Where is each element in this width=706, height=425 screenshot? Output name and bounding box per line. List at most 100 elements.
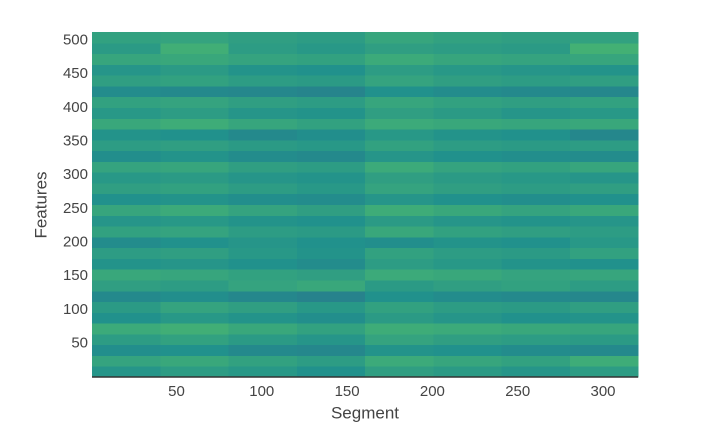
heatmap-cell (296, 323, 366, 335)
heatmap-cell (365, 129, 434, 141)
heatmap-cell (296, 301, 366, 313)
y-tick-label: 100 (63, 301, 88, 318)
heatmap-cell (569, 215, 639, 227)
heatmap-cell (501, 355, 571, 367)
heatmap-cell (160, 258, 229, 270)
heatmap-cell (569, 366, 639, 378)
heatmap-cell (296, 139, 366, 152)
heatmap-cell (501, 172, 571, 184)
heatmap-cell (433, 150, 502, 162)
heatmap-cell (296, 42, 366, 55)
heatmap-cell (501, 42, 571, 55)
heatmap-cell (501, 107, 571, 119)
heatmap-cell (160, 161, 229, 173)
heatmap-cell (228, 290, 298, 303)
heatmap-cell (365, 150, 434, 162)
heatmap-cell (365, 301, 434, 313)
heatmap-cell (228, 161, 298, 173)
heatmap-cell (501, 247, 571, 259)
heatmap-cell (92, 258, 161, 270)
heatmap-cell (569, 312, 639, 324)
heatmap-cell (160, 172, 229, 184)
heatmap-cell (92, 129, 161, 141)
heatmap-cell (569, 139, 639, 152)
heatmap-cell (296, 32, 366, 44)
heatmap-cell (160, 333, 229, 346)
heatmap-cell (433, 42, 502, 55)
heatmap-cell (569, 64, 639, 76)
heatmap-cell (433, 32, 502, 44)
heatmap-cell (160, 129, 229, 141)
heatmap-cell (501, 236, 571, 249)
heatmap-cell (92, 64, 161, 76)
heatmap-cell (569, 344, 639, 356)
heatmap-cell (501, 75, 571, 87)
heatmap-cell (569, 226, 639, 238)
heatmap-cell (228, 53, 298, 65)
heatmap-cell (433, 161, 502, 173)
heatmap-cell (433, 269, 502, 281)
heatmap-cell (296, 64, 366, 76)
heatmap-cell (433, 75, 502, 87)
y-tick-label: 500 (63, 31, 88, 48)
heatmap-cell (160, 355, 229, 367)
heatmap-cell (92, 53, 161, 65)
heatmap-cell (365, 236, 434, 249)
heatmap-cell (569, 53, 639, 65)
heatmap-cell (160, 182, 229, 195)
y-tick-label: 250 (63, 200, 88, 217)
heatmap-cell (501, 215, 571, 227)
heatmap-cell (92, 32, 161, 44)
heatmap-cell (365, 96, 434, 108)
x-tick-label: 250 (505, 383, 530, 400)
heatmap-cell (433, 107, 502, 119)
heatmap-cell (365, 53, 434, 65)
heatmap-cell (365, 323, 434, 335)
heatmap-cell (92, 193, 161, 205)
heatmap-cell (501, 290, 571, 303)
heatmap-cell (228, 42, 298, 55)
heatmap-cell (365, 172, 434, 184)
heatmap-cell (92, 269, 161, 281)
heatmap-cell (365, 204, 434, 216)
heatmap-cell (160, 279, 229, 292)
heatmap-cell (433, 258, 502, 270)
heatmap-cell (296, 172, 366, 184)
heatmap-cell (365, 85, 434, 98)
heatmap-cell (92, 333, 161, 346)
heatmap-cell (365, 247, 434, 259)
heatmap-cell (228, 247, 298, 259)
heatmap-cell (228, 258, 298, 270)
heatmap-cell (160, 139, 229, 152)
heatmap-cell (433, 64, 502, 76)
heatmap-cell (160, 312, 229, 324)
heatmap-cell (569, 323, 639, 335)
heatmap-cell (569, 182, 639, 195)
heatmap-cell (92, 215, 161, 227)
heatmap-cell (296, 75, 366, 87)
y-axis-title: Features (31, 171, 50, 238)
heatmap-cell (228, 129, 298, 141)
heatmap-cell (296, 161, 366, 173)
heatmap-cell (501, 139, 571, 152)
heatmap-cell (228, 226, 298, 238)
heatmap-cell (365, 42, 434, 55)
heatmap-cell (228, 366, 298, 378)
heatmap-cell (501, 323, 571, 335)
heatmap-cell (296, 96, 366, 108)
heatmap-cell (433, 118, 502, 130)
heatmap-cell (92, 107, 161, 119)
heatmap-cell (569, 193, 639, 205)
heatmap-cell (92, 366, 161, 378)
heatmap-cell (365, 355, 434, 367)
heatmap-cell (228, 96, 298, 108)
heatmap-cell (501, 96, 571, 108)
heatmap-cell (433, 53, 502, 65)
heatmap-cell (501, 279, 571, 292)
heatmap-cell (501, 150, 571, 162)
heatmap-cell (501, 333, 571, 346)
heatmap-cell (160, 150, 229, 162)
heatmap-cell (433, 172, 502, 184)
heatmap-cell (160, 366, 229, 378)
heatmap-cell (433, 355, 502, 367)
